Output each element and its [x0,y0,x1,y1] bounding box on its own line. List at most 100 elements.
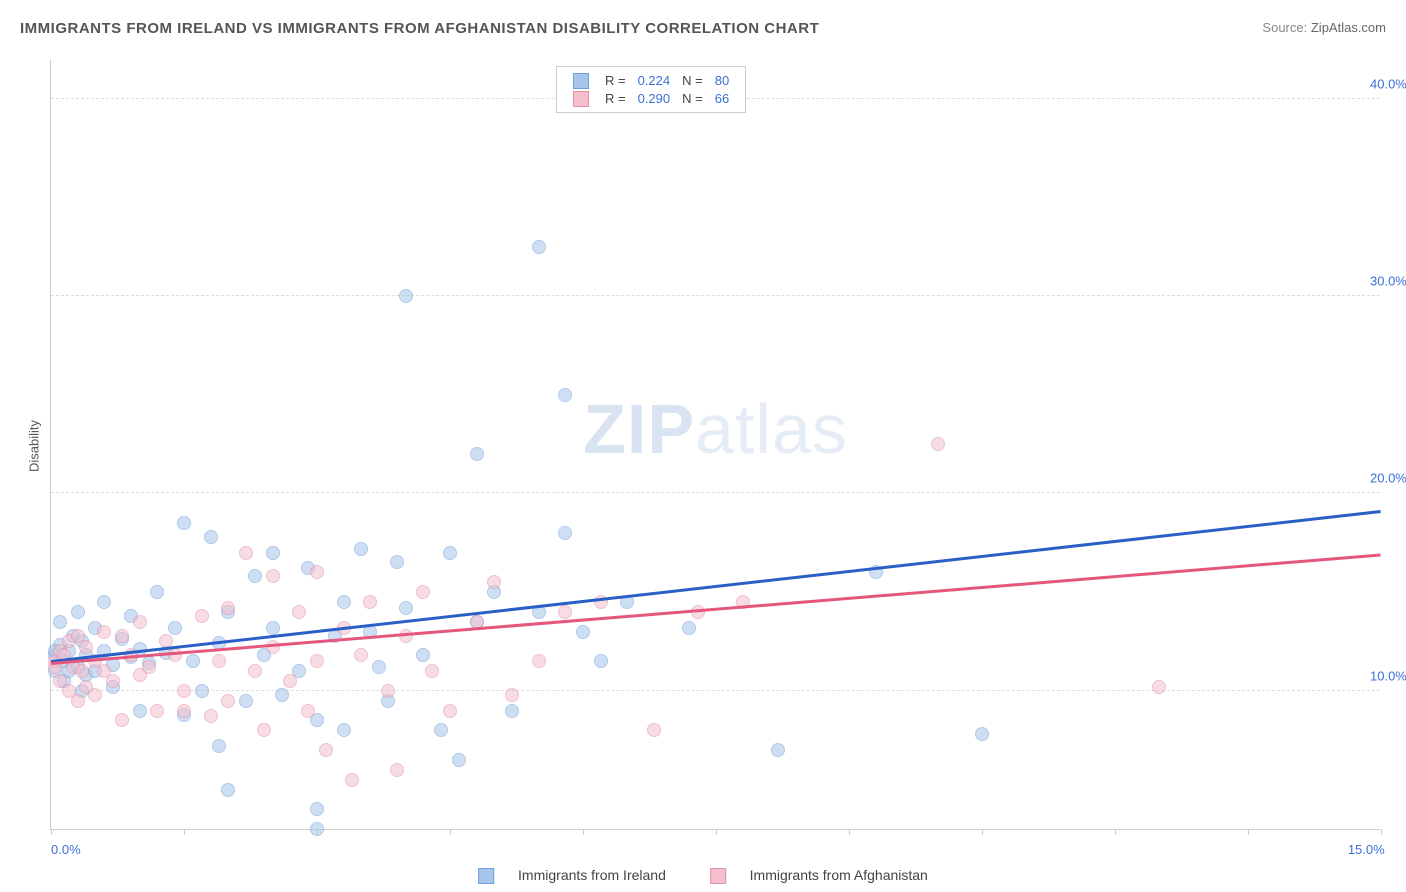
data-point-afghanistan [390,763,404,777]
data-point-ireland [221,783,235,797]
x-tick [184,829,185,835]
data-point-afghanistan [71,694,85,708]
data-point-ireland [186,654,200,668]
data-point-afghanistan [221,601,235,615]
r-label: R = [599,71,632,90]
data-point-afghanistan [310,654,324,668]
n-label: N = [676,90,709,109]
data-point-ireland [310,802,324,816]
data-point-afghanistan [221,694,235,708]
series-legend: Immigrants from Ireland Immigrants from … [458,867,948,884]
legend-item-ireland: Immigrants from Ireland [468,867,680,883]
data-point-ireland [310,822,324,836]
data-point-afghanistan [647,723,661,737]
source-label: Source: [1262,20,1307,35]
watermark-atlas: atlas [695,390,848,468]
data-point-ireland [53,615,67,629]
data-point-afghanistan [443,704,457,718]
data-point-ireland [177,516,191,530]
data-point-ireland [452,753,466,767]
data-point-ireland [372,660,386,674]
data-point-ireland [594,654,608,668]
x-tick [1248,829,1249,835]
data-point-ireland [195,684,209,698]
x-tick [716,829,717,835]
legend-item-afghanistan: Immigrants from Afghanistan [700,867,938,883]
data-point-afghanistan [532,654,546,668]
x-tick-label: 0.0% [51,842,81,857]
r-value: 0.224 [632,71,677,90]
data-point-afghanistan [195,609,209,623]
data-point-ireland [682,621,696,635]
data-point-afghanistan [354,648,368,662]
x-tick [849,829,850,835]
x-tick [583,829,584,835]
r-value: 0.290 [632,90,677,109]
gridline [51,690,1380,691]
data-point-afghanistan [142,660,156,674]
data-point-ireland [97,595,111,609]
data-point-ireland [390,555,404,569]
data-point-ireland [337,723,351,737]
data-point-afghanistan [416,585,430,599]
data-point-afghanistan [79,640,93,654]
data-point-ireland [133,704,147,718]
x-tick-label: 15.0% [1348,842,1385,857]
data-point-ireland [266,546,280,560]
data-point-ireland [975,727,989,741]
data-point-ireland [532,240,546,254]
data-point-ireland [248,569,262,583]
x-tick [51,829,52,835]
data-point-afghanistan [283,674,297,688]
watermark: ZIPatlas [583,389,848,469]
data-point-afghanistan [301,704,315,718]
data-point-ireland [558,526,572,540]
gridline [51,295,1380,296]
watermark-zip: ZIP [583,390,695,468]
data-point-afghanistan [115,629,129,643]
data-point-ireland [204,530,218,544]
data-point-afghanistan [106,674,120,688]
swatch-icon [573,73,589,89]
data-point-afghanistan [115,713,129,727]
data-point-afghanistan [345,773,359,787]
data-point-ireland [399,289,413,303]
data-point-afghanistan [248,664,262,678]
legend-label: Immigrants from Afghanistan [750,867,928,883]
data-point-ireland [434,723,448,737]
x-tick [450,829,451,835]
data-point-afghanistan [487,575,501,589]
n-value: 80 [709,71,735,90]
data-point-ireland [505,704,519,718]
data-point-ireland [275,688,289,702]
y-tick-label: 20.0% [1370,471,1406,486]
data-point-afghanistan [257,723,271,737]
data-point-afghanistan [88,688,102,702]
data-point-afghanistan [239,546,253,560]
swatch-icon [573,91,589,107]
data-point-afghanistan [425,664,439,678]
data-point-afghanistan [97,625,111,639]
legend-label: Immigrants from Ireland [518,867,666,883]
data-point-ireland [71,605,85,619]
r-label: R = [599,90,632,109]
data-point-ireland [470,447,484,461]
data-point-afghanistan [1152,680,1166,694]
data-point-afghanistan [931,437,945,451]
chart-title: IMMIGRANTS FROM IRELAND VS IMMIGRANTS FR… [20,20,819,37]
data-point-ireland [212,739,226,753]
data-point-afghanistan [310,565,324,579]
source-value: ZipAtlas.com [1311,20,1386,35]
data-point-ireland [354,542,368,556]
data-point-afghanistan [381,684,395,698]
data-point-afghanistan [505,688,519,702]
data-point-ireland [150,585,164,599]
data-point-ireland [416,648,430,662]
x-tick [982,829,983,835]
n-value: 66 [709,90,735,109]
data-point-afghanistan [558,605,572,619]
data-point-afghanistan [177,704,191,718]
swatch-icon [710,868,726,884]
x-tick [1381,829,1382,835]
x-tick [1115,829,1116,835]
